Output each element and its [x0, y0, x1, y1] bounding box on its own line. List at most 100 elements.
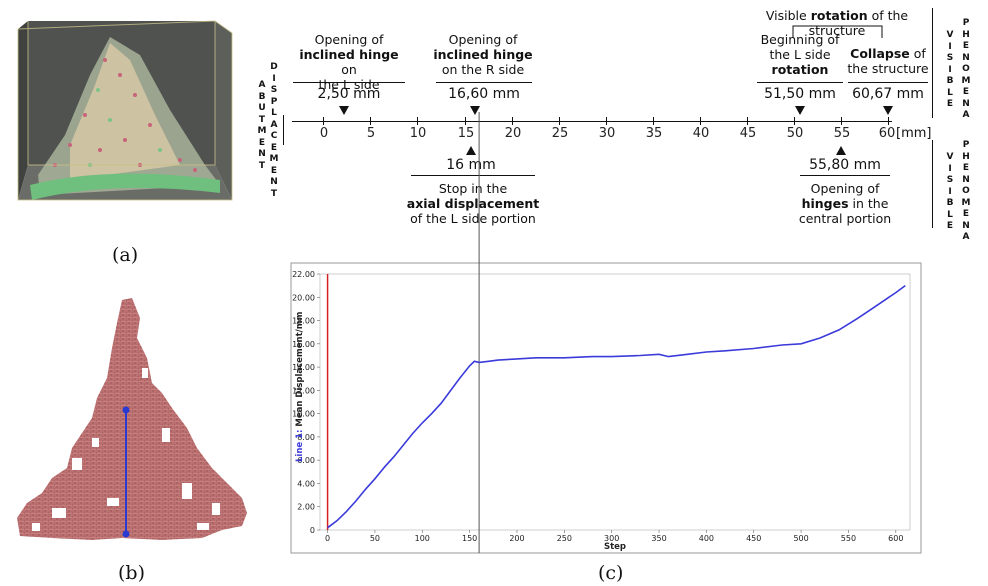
timeline-tick — [465, 117, 466, 125]
timeline-tick — [323, 117, 324, 125]
x-axis-ticks: 0 50 100 150 200 250 300 350 400 450 500 550 600 — [325, 530, 903, 543]
y-tick-label: 6.00 — [297, 456, 315, 465]
x-tick-label: 450 — [746, 534, 761, 543]
y-tick-label: 4.00 — [297, 479, 315, 488]
x-tick-label: 250 — [557, 534, 572, 543]
panel-b-figure — [12, 298, 252, 548]
timeline-tick-label: 55 — [833, 126, 851, 141]
phenomena-bottom-bracket — [932, 140, 933, 228]
event-l-hinge-marker — [339, 106, 349, 115]
y-axis-label: Line 1: Mean Displacement/mm — [295, 311, 305, 462]
event-collapse-marker — [883, 106, 893, 115]
box-left-face — [18, 21, 28, 200]
y-tick-label: 12.00 — [292, 386, 315, 395]
event-axial-stop-underline — [411, 175, 535, 176]
x-tick-label: 50 — [370, 534, 380, 543]
x-tick-label: 350 — [651, 534, 666, 543]
event-axial-stop-marker — [466, 146, 476, 155]
pyramid-highlight — [70, 43, 180, 180]
event-rotation-value: 51,50 mm — [764, 86, 836, 102]
timeline-tick — [370, 117, 371, 125]
measurement-point-top — [122, 406, 130, 414]
event-rotation-text: Beginning of the L side rotation — [760, 32, 840, 77]
timeline-tick-label: 20 — [504, 126, 522, 141]
event-central-hinges-text: Opening of hinges in the central portion — [798, 181, 892, 226]
event-l-hinge-value: 2,50 mm — [317, 86, 381, 102]
y-tick-label: 20.00 — [292, 293, 315, 302]
event-r-hinge-text: Opening of inclined hinge on the R side — [433, 32, 533, 77]
x-tick-label: 300 — [604, 534, 619, 543]
x-tick-label: 150 — [462, 534, 477, 543]
timeline-tick — [559, 117, 560, 125]
timeline-tick — [653, 117, 654, 125]
timeline-tick — [747, 117, 748, 125]
panel-label-c: (c) — [598, 562, 624, 584]
y-tick-label: 22.00 — [292, 270, 315, 279]
event-collapse-text: Collapse of the structure — [847, 46, 929, 76]
box-right-face — [215, 21, 232, 200]
event-axial-stop-value: 16 mm — [446, 157, 496, 173]
x-tick-label: 400 — [699, 534, 714, 543]
y-tick-label: 0 — [310, 526, 315, 535]
event-l-hinge-text: Opening of inclined hinge on the L side — [299, 32, 399, 92]
timeline-unit-label: [mm] — [896, 126, 932, 141]
timeline-tick-label: 5 — [366, 126, 376, 141]
timeline-tick-label: 30 — [598, 126, 616, 141]
event-l-hinge-underline — [293, 82, 405, 83]
x-tick-label: 550 — [841, 534, 856, 543]
event-central-hinges-marker — [836, 146, 846, 155]
box-wireframe — [17, 20, 233, 201]
timeline-tick — [841, 117, 842, 125]
rotation-bracket — [792, 25, 883, 38]
timeline-tick — [606, 117, 607, 125]
phenomena-top-bracket — [932, 8, 933, 118]
masonry-crack-map — [17, 298, 247, 540]
event-r-hinge-marker — [470, 106, 480, 115]
timeline-tick — [417, 117, 418, 125]
timeline-tick-label: 45 — [739, 126, 757, 141]
timeline-tick-label: 60 — [878, 126, 896, 141]
event-rotation-underline — [757, 82, 843, 83]
event-r-hinge-underline — [436, 82, 532, 83]
x-tick-label: 0 — [325, 534, 330, 543]
plot-area — [319, 273, 911, 531]
y-axis-ticks: 0 2.00 4.00 6.00 8.00 10.00 12.00 14.00 16.00 18.… — [292, 270, 320, 535]
y-tick-label: 18.00 — [292, 317, 315, 326]
masonry-gaps — [32, 368, 220, 531]
y-tick-label: 2.00 — [297, 503, 315, 512]
rotation-bracket-text: Visible rotation of the structure — [765, 8, 909, 38]
chart-markers — [326, 112, 480, 553]
panel-label-a: (a) — [112, 244, 139, 266]
measurement-point-bottom — [122, 530, 130, 538]
masonry-shape — [17, 298, 247, 540]
y-tick-label: 16.00 — [292, 340, 315, 349]
event-axial-stop-text: Stop in the axial displacement of the L … — [406, 181, 540, 226]
y-tick-label: 14.00 — [292, 363, 315, 372]
event-central-hinges-value: 55,80 mm — [809, 157, 881, 173]
timeline-tick — [794, 117, 795, 125]
timeline-axis-line — [292, 121, 892, 122]
timeline-tick — [512, 117, 513, 125]
panel-a-figure — [10, 15, 235, 215]
y-tick-label: 8.00 — [297, 433, 315, 442]
green-base-band — [30, 173, 220, 200]
timeline-tick-label: 40 — [692, 126, 710, 141]
x-axis-label: Step — [604, 542, 626, 552]
timeline-tick-label: 50 — [786, 126, 804, 141]
y-tick-label: 10.00 — [292, 410, 315, 419]
timeline-tick — [700, 117, 701, 125]
panel-label-b: (b) — [118, 562, 145, 584]
timeline-tick-label: 10 — [409, 126, 427, 141]
timeline-tick-label: 25 — [551, 126, 569, 141]
series-line-1 — [327, 284, 906, 529]
event-collapse-value: 60,67 mm — [852, 86, 924, 102]
event-rotation-marker — [795, 106, 805, 115]
abutment-bracket — [283, 115, 284, 145]
timeline-tick-label: 0 — [319, 126, 329, 141]
